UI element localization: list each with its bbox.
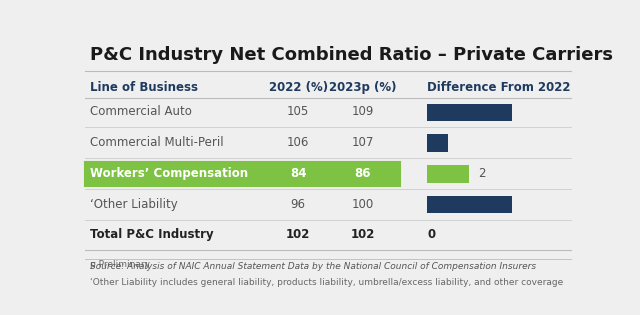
Text: ‘Other Liability includes general liability, products liability, umbrella/excess: ‘Other Liability includes general liabil… xyxy=(90,278,563,287)
Text: Commercial Auto: Commercial Auto xyxy=(90,105,192,118)
Text: P&C Industry Net Combined Ratio – Private Carriers: P&C Industry Net Combined Ratio – Privat… xyxy=(90,46,613,64)
Text: ‘Other Liability: ‘Other Liability xyxy=(90,198,178,211)
Text: 0: 0 xyxy=(428,228,435,242)
Text: Difference From 2022: Difference From 2022 xyxy=(428,81,571,94)
Text: 2023p (%): 2023p (%) xyxy=(329,81,396,94)
Text: 102: 102 xyxy=(351,228,375,242)
Text: Commercial Multi-Peril: Commercial Multi-Peril xyxy=(90,136,223,149)
FancyBboxPatch shape xyxy=(85,162,400,186)
Text: 84: 84 xyxy=(290,167,307,180)
Text: 96: 96 xyxy=(291,198,306,211)
Text: 2022 (%): 2022 (%) xyxy=(269,81,328,94)
Text: 2: 2 xyxy=(478,167,486,180)
FancyBboxPatch shape xyxy=(428,165,469,183)
Text: Total P&C Industry: Total P&C Industry xyxy=(90,228,214,242)
Text: 106: 106 xyxy=(287,136,309,149)
Text: 86: 86 xyxy=(355,167,371,180)
Text: 107: 107 xyxy=(351,136,374,149)
Text: Source: Analysis of NAIC Annual Statement Data by the National Council of Compen: Source: Analysis of NAIC Annual Statemen… xyxy=(90,262,536,271)
Text: Line of Business: Line of Business xyxy=(90,81,198,94)
Text: 102: 102 xyxy=(286,228,310,242)
Text: Workers’ Compensation: Workers’ Compensation xyxy=(90,167,248,180)
Text: 105: 105 xyxy=(287,105,309,118)
Text: p Preliminary: p Preliminary xyxy=(90,260,150,269)
FancyBboxPatch shape xyxy=(428,134,448,152)
FancyBboxPatch shape xyxy=(428,196,511,213)
FancyBboxPatch shape xyxy=(428,104,511,121)
Text: 109: 109 xyxy=(351,105,374,118)
Text: 100: 100 xyxy=(351,198,374,211)
